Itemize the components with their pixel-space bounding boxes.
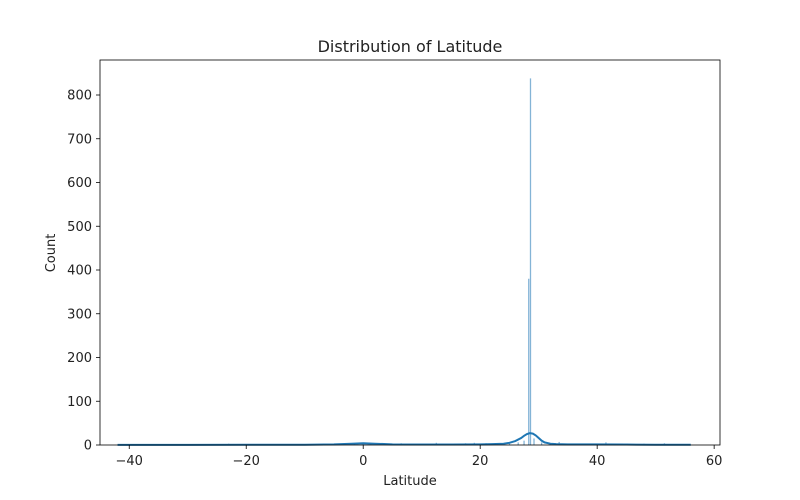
histogram-bar bbox=[540, 442, 543, 446]
x-tick-label: 0 bbox=[359, 454, 367, 469]
histogram-bar bbox=[529, 78, 532, 446]
histogram-bar bbox=[533, 438, 535, 445]
x-tick-label: −40 bbox=[116, 454, 143, 469]
histogram-bar bbox=[528, 278, 530, 445]
x-axis-ticks: −40 −20 0 20 40 60 bbox=[116, 445, 723, 469]
y-tick-label: 100 bbox=[67, 395, 92, 410]
chart-title: Distribution of Latitude bbox=[318, 37, 503, 56]
y-tick-label: 800 bbox=[67, 89, 92, 104]
histogram-bar bbox=[517, 442, 519, 446]
y-tick-label: 600 bbox=[67, 176, 92, 191]
axes-frame bbox=[99, 59, 721, 446]
x-tick-label: 20 bbox=[472, 454, 489, 469]
y-tick-label: 300 bbox=[67, 307, 92, 322]
plot-area bbox=[99, 59, 721, 446]
y-tick-label: 200 bbox=[67, 351, 92, 366]
kde-curve bbox=[117, 432, 691, 446]
x-tick-label: 40 bbox=[589, 454, 606, 469]
x-axis-label: Latitude bbox=[383, 474, 437, 489]
histogram-bar bbox=[508, 442, 511, 445]
x-tick-label: 60 bbox=[706, 454, 723, 469]
y-axis-ticks: 0 100 200 300 400 500 600 700 800 bbox=[67, 89, 100, 454]
x-tick-label: −20 bbox=[233, 454, 260, 469]
y-tick-label: 400 bbox=[67, 264, 92, 279]
y-tick-label: 700 bbox=[67, 132, 92, 147]
y-tick-label: 500 bbox=[67, 220, 92, 235]
histogram-bar bbox=[523, 440, 525, 446]
y-tick-label: 0 bbox=[84, 439, 92, 454]
y-axis-label: Count bbox=[44, 234, 59, 273]
